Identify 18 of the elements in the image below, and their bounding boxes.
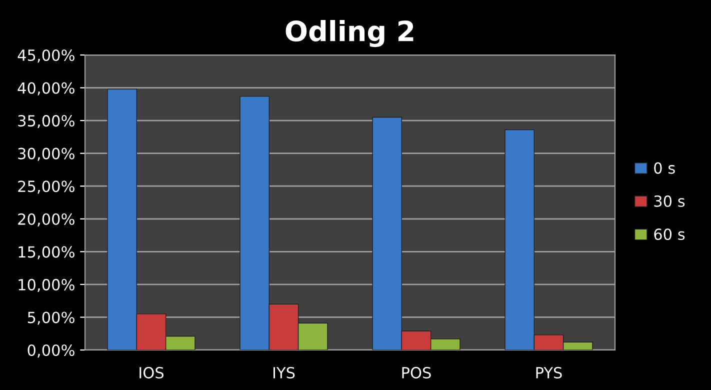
x-tick-label: IOS [140,366,164,378]
y-tick-label: 25,00% [18,180,74,194]
legend-label: 0 s [654,162,675,174]
x-tick-label: POS [402,366,431,378]
y-tick-label: 15,00% [18,246,74,260]
y-tick-label: 10,00% [18,278,74,292]
y-tick-label: 30,00% [18,148,74,161]
legend-label: 30 s [654,195,685,207]
y-tick-label: 5,00% [28,312,74,325]
x-tick-label: IYS [273,366,295,378]
y-tick-label: 35,00% [18,115,74,128]
y-tick-label: 40,00% [18,82,74,96]
x-tick-label: PYS [536,366,562,378]
chart-title: Odling 2 [286,20,414,48]
legend-label: 60 s [654,228,685,240]
y-tick-label: 20,00% [18,213,74,226]
y-tick-label: 45,00% [18,49,74,63]
y-tick-label: 0,00% [28,344,74,358]
